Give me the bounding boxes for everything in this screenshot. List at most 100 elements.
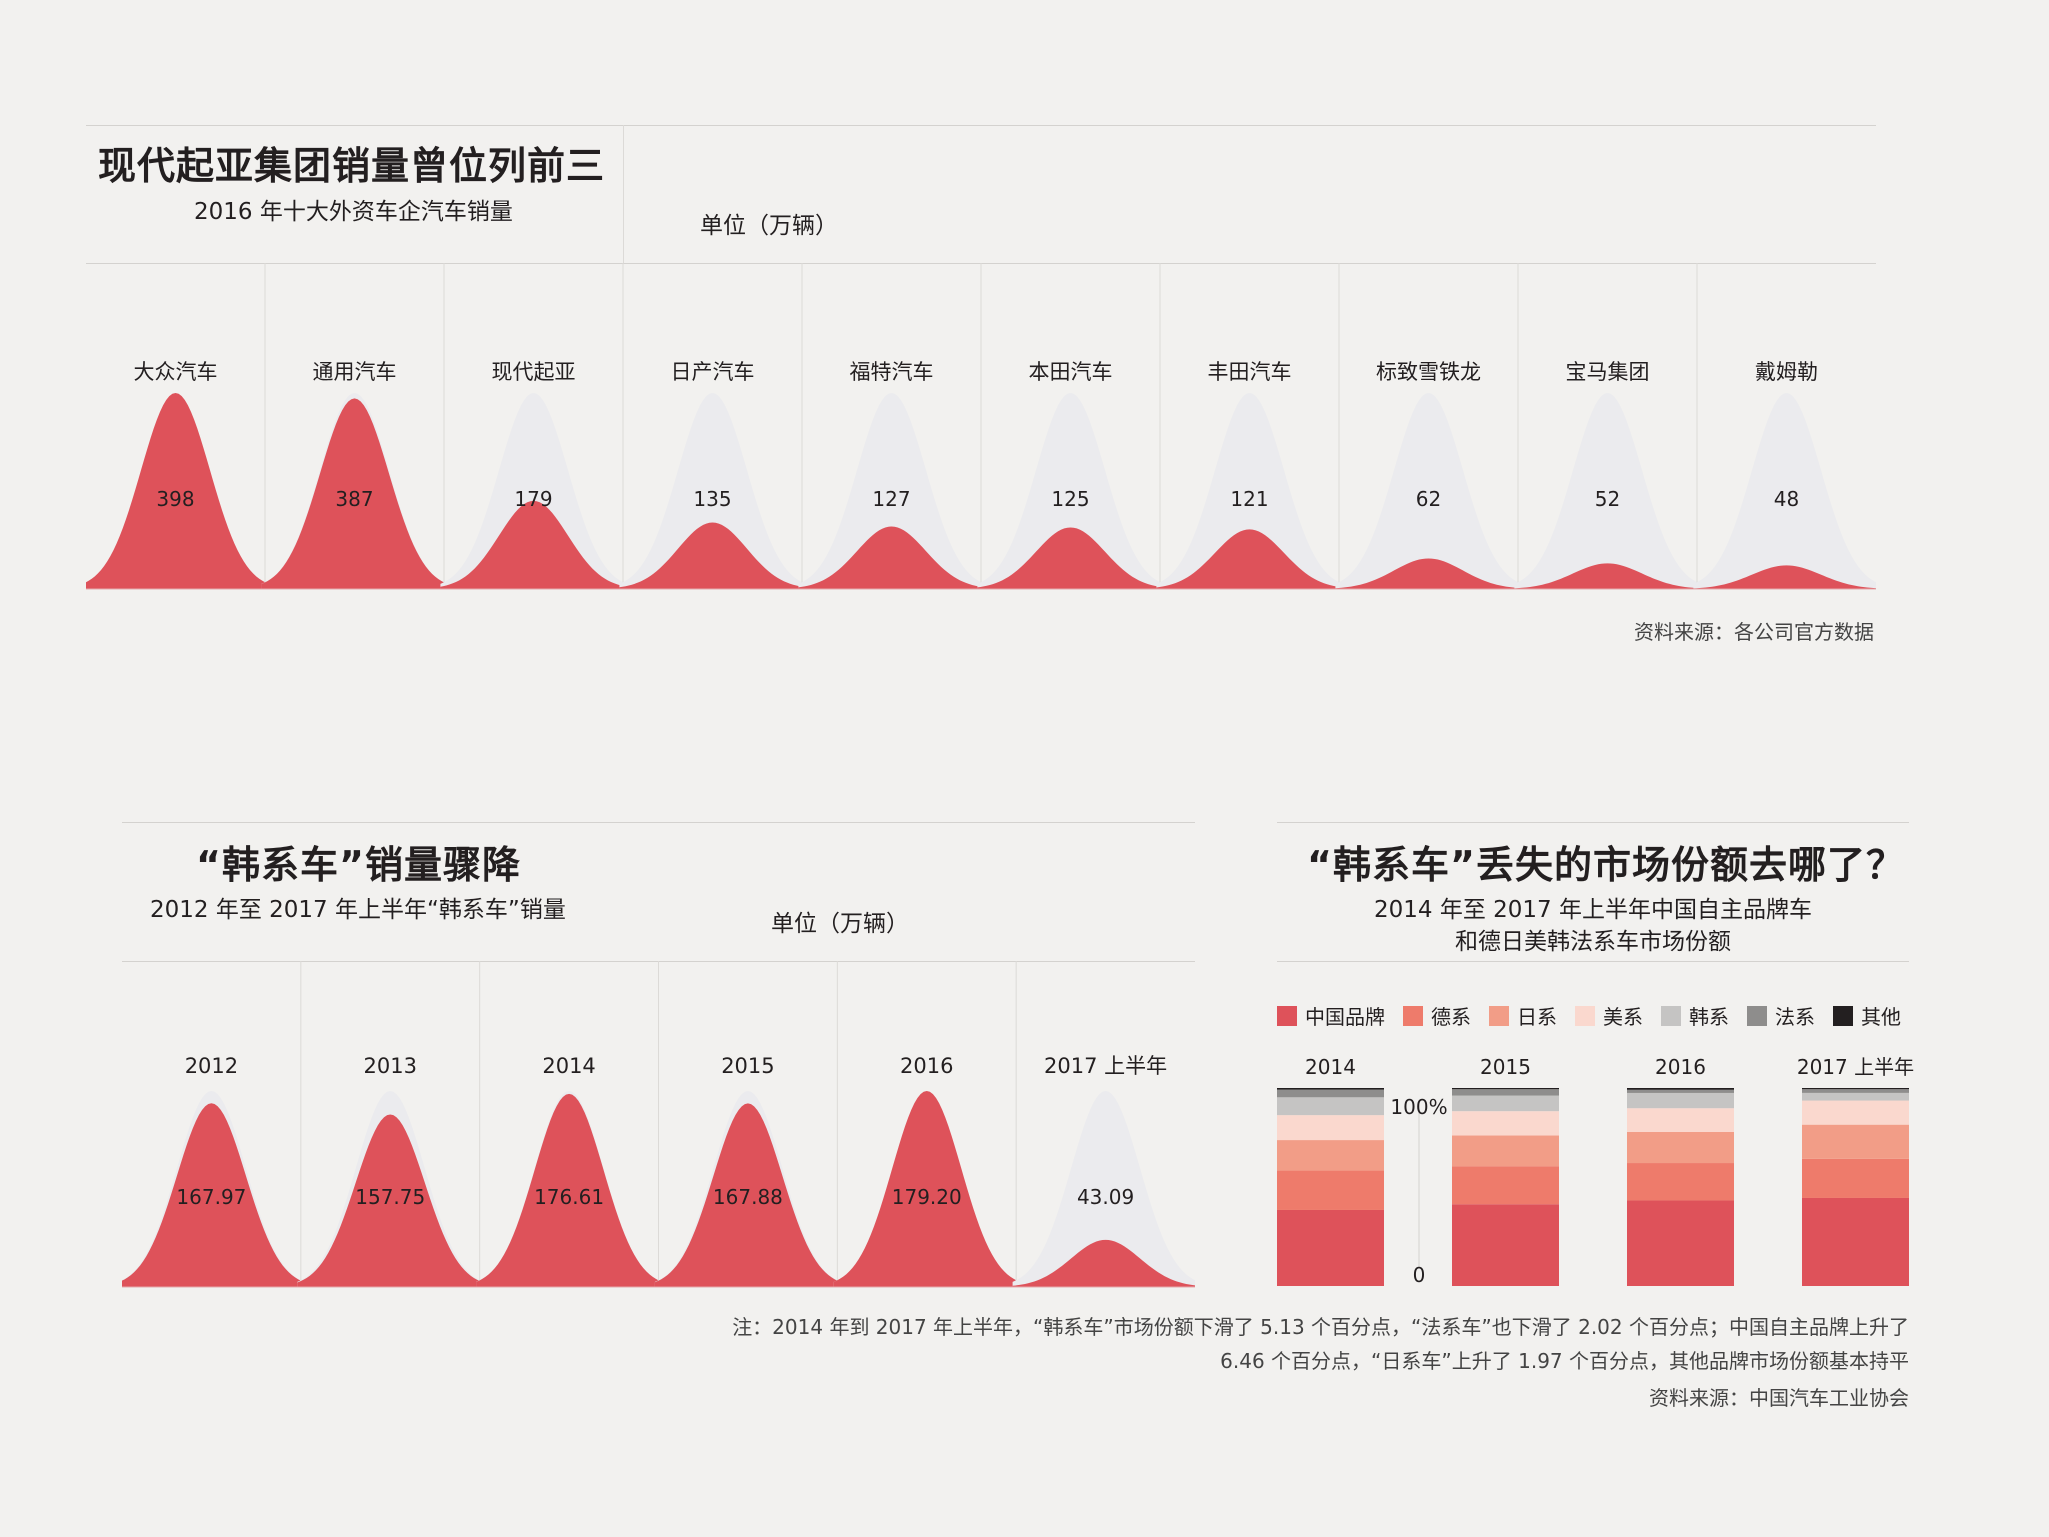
chart2-title: “韩系车”销量骤降 [196,843,521,887]
legend-swatch [1489,1005,1509,1026]
value-label: 135 [693,487,731,511]
legend-label: 法系 [1775,1005,1815,1029]
legend-swatch [1575,1005,1595,1026]
stack-segment [1452,1089,1559,1096]
legend-item: 韩系 [1661,1001,1729,1030]
value-peak [619,522,806,589]
stack-segment [1802,1158,1909,1198]
legend-swatch [1747,1005,1767,1026]
legend-swatch [1277,1005,1297,1026]
stack-segment [1627,1108,1734,1132]
stack-segment [1277,1089,1384,1098]
chart3-title: “韩系车”丢失的市场份额去哪了？ [1307,843,1905,887]
ghost-peak [619,393,806,589]
category-label: 现代起亚 [492,360,576,384]
legend-item: 法系 [1747,1001,1815,1030]
category-label: 2017 上半年 [1044,1054,1167,1078]
chart2-unit: 单位（万辆） [771,911,909,937]
stack-segment [1802,1092,1909,1101]
stack-segment [1277,1097,1384,1116]
category-label: 标致雪铁龙 [1376,360,1481,384]
stack-segment [1627,1092,1734,1109]
value-peak [86,393,269,589]
stack-segment [1627,1163,1734,1201]
stack-segment [1627,1200,1734,1286]
value-label: 167.97 [176,1185,246,1209]
category-label: 通用汽车 [313,360,397,384]
value-label: 398 [156,487,194,511]
chart3-note-line1: 注：2014 年到 2017 年上半年，“韩系车”市场份额下滑了 5.13 个百… [732,1315,1909,1339]
chart3-legend: 中国品牌 德系 日系 美系 韩系 法系 其他 [1277,1001,1919,1030]
legend-item: 中国品牌 [1277,1001,1385,1030]
value-peak [1335,558,1522,589]
axis-bottom-label: 0 [1413,1263,1426,1287]
legend-item: 日系 [1489,1001,1557,1030]
legend-label: 德系 [1431,1005,1471,1029]
stack-segment [1627,1131,1734,1164]
value-label: 157.75 [355,1185,425,1209]
value-label: 125 [1051,487,1089,511]
bar-category-label: 2014 [1305,1055,1356,1079]
ghost-peak [1514,393,1701,589]
ghost-peak [977,393,1164,589]
value-peak [977,527,1164,589]
value-peak [440,500,627,589]
legend-label: 中国品牌 [1305,1005,1385,1029]
chart3-header-rule [1277,961,1909,962]
stack-segment [1452,1204,1559,1286]
value-label: 52 [1595,487,1620,511]
value-label: 179.20 [892,1185,962,1209]
ghost-peak [1156,393,1343,589]
ghost-peak [1693,393,1876,589]
value-label: 179 [514,487,552,511]
stack-segment [1802,1197,1909,1286]
ghost-peak [1012,1091,1195,1287]
stack-segment [1802,1100,1909,1125]
stack-segment [1452,1095,1559,1112]
value-peak [833,1091,1020,1287]
stack-segment [1277,1209,1384,1286]
stack-segment [1802,1124,1909,1159]
chart3-top-rule [1277,822,1909,823]
value-label: 48 [1774,487,1799,511]
category-label: 2014 [542,1054,595,1078]
ghost-peak [1335,393,1522,589]
chart2-plot: 2012 167.97 2013 157.75 2014 176.61 2015 167.88… [122,961,1195,1288]
category-label: 2012 [185,1054,238,1078]
axis-top-label: 100% [1390,1095,1447,1119]
stack-segment [1277,1140,1384,1171]
category-label: 2016 [900,1054,953,1078]
legend-label: 美系 [1603,1005,1643,1029]
legend-item: 德系 [1403,1001,1471,1030]
value-peak [122,1103,305,1287]
value-peak [1156,529,1343,589]
value-peak [476,1093,663,1287]
category-label: 日产汽车 [671,360,755,384]
category-label: 福特汽车 [850,360,934,384]
ghost-peak [440,393,627,589]
chart3-subtitle-line1: 2014 年至 2017 年上半年中国自主品牌车 [1374,897,1812,923]
stack-segment [1452,1111,1559,1136]
legend-swatch [1661,1005,1681,1026]
value-label: 121 [1230,487,1268,511]
legend-swatch [1403,1005,1423,1026]
chart3-plot: 2014 2015 2016 2017 上半年 100% 0 [1277,1055,1914,1287]
legend-swatch [1833,1005,1853,1026]
category-label: 丰田汽车 [1208,360,1292,384]
stack-segment [1802,1089,1909,1093]
ghost-peak [798,393,985,589]
legend-label: 其他 [1861,1005,1901,1029]
value-peak [261,398,448,589]
value-peak [297,1114,484,1287]
chart3-source: 资料来源：中国汽车工业协会 [1649,1386,1909,1410]
legend-item: 其他 [1833,1001,1901,1030]
chart2-subtitle: 2012 年至 2017 年上半年“韩系车”销量 [150,897,566,923]
stack-segment [1277,1115,1384,1141]
category-label: 2015 [721,1054,774,1078]
chart3-subtitle-line2: 和德日美韩法系车市场份额 [1455,929,1731,955]
stack-segment [1627,1089,1734,1093]
value-peak [654,1103,841,1287]
chart1-unit: 单位（万辆） [700,213,838,239]
chart1-title-divider [623,125,624,263]
bar-category-label: 2016 [1655,1055,1706,1079]
